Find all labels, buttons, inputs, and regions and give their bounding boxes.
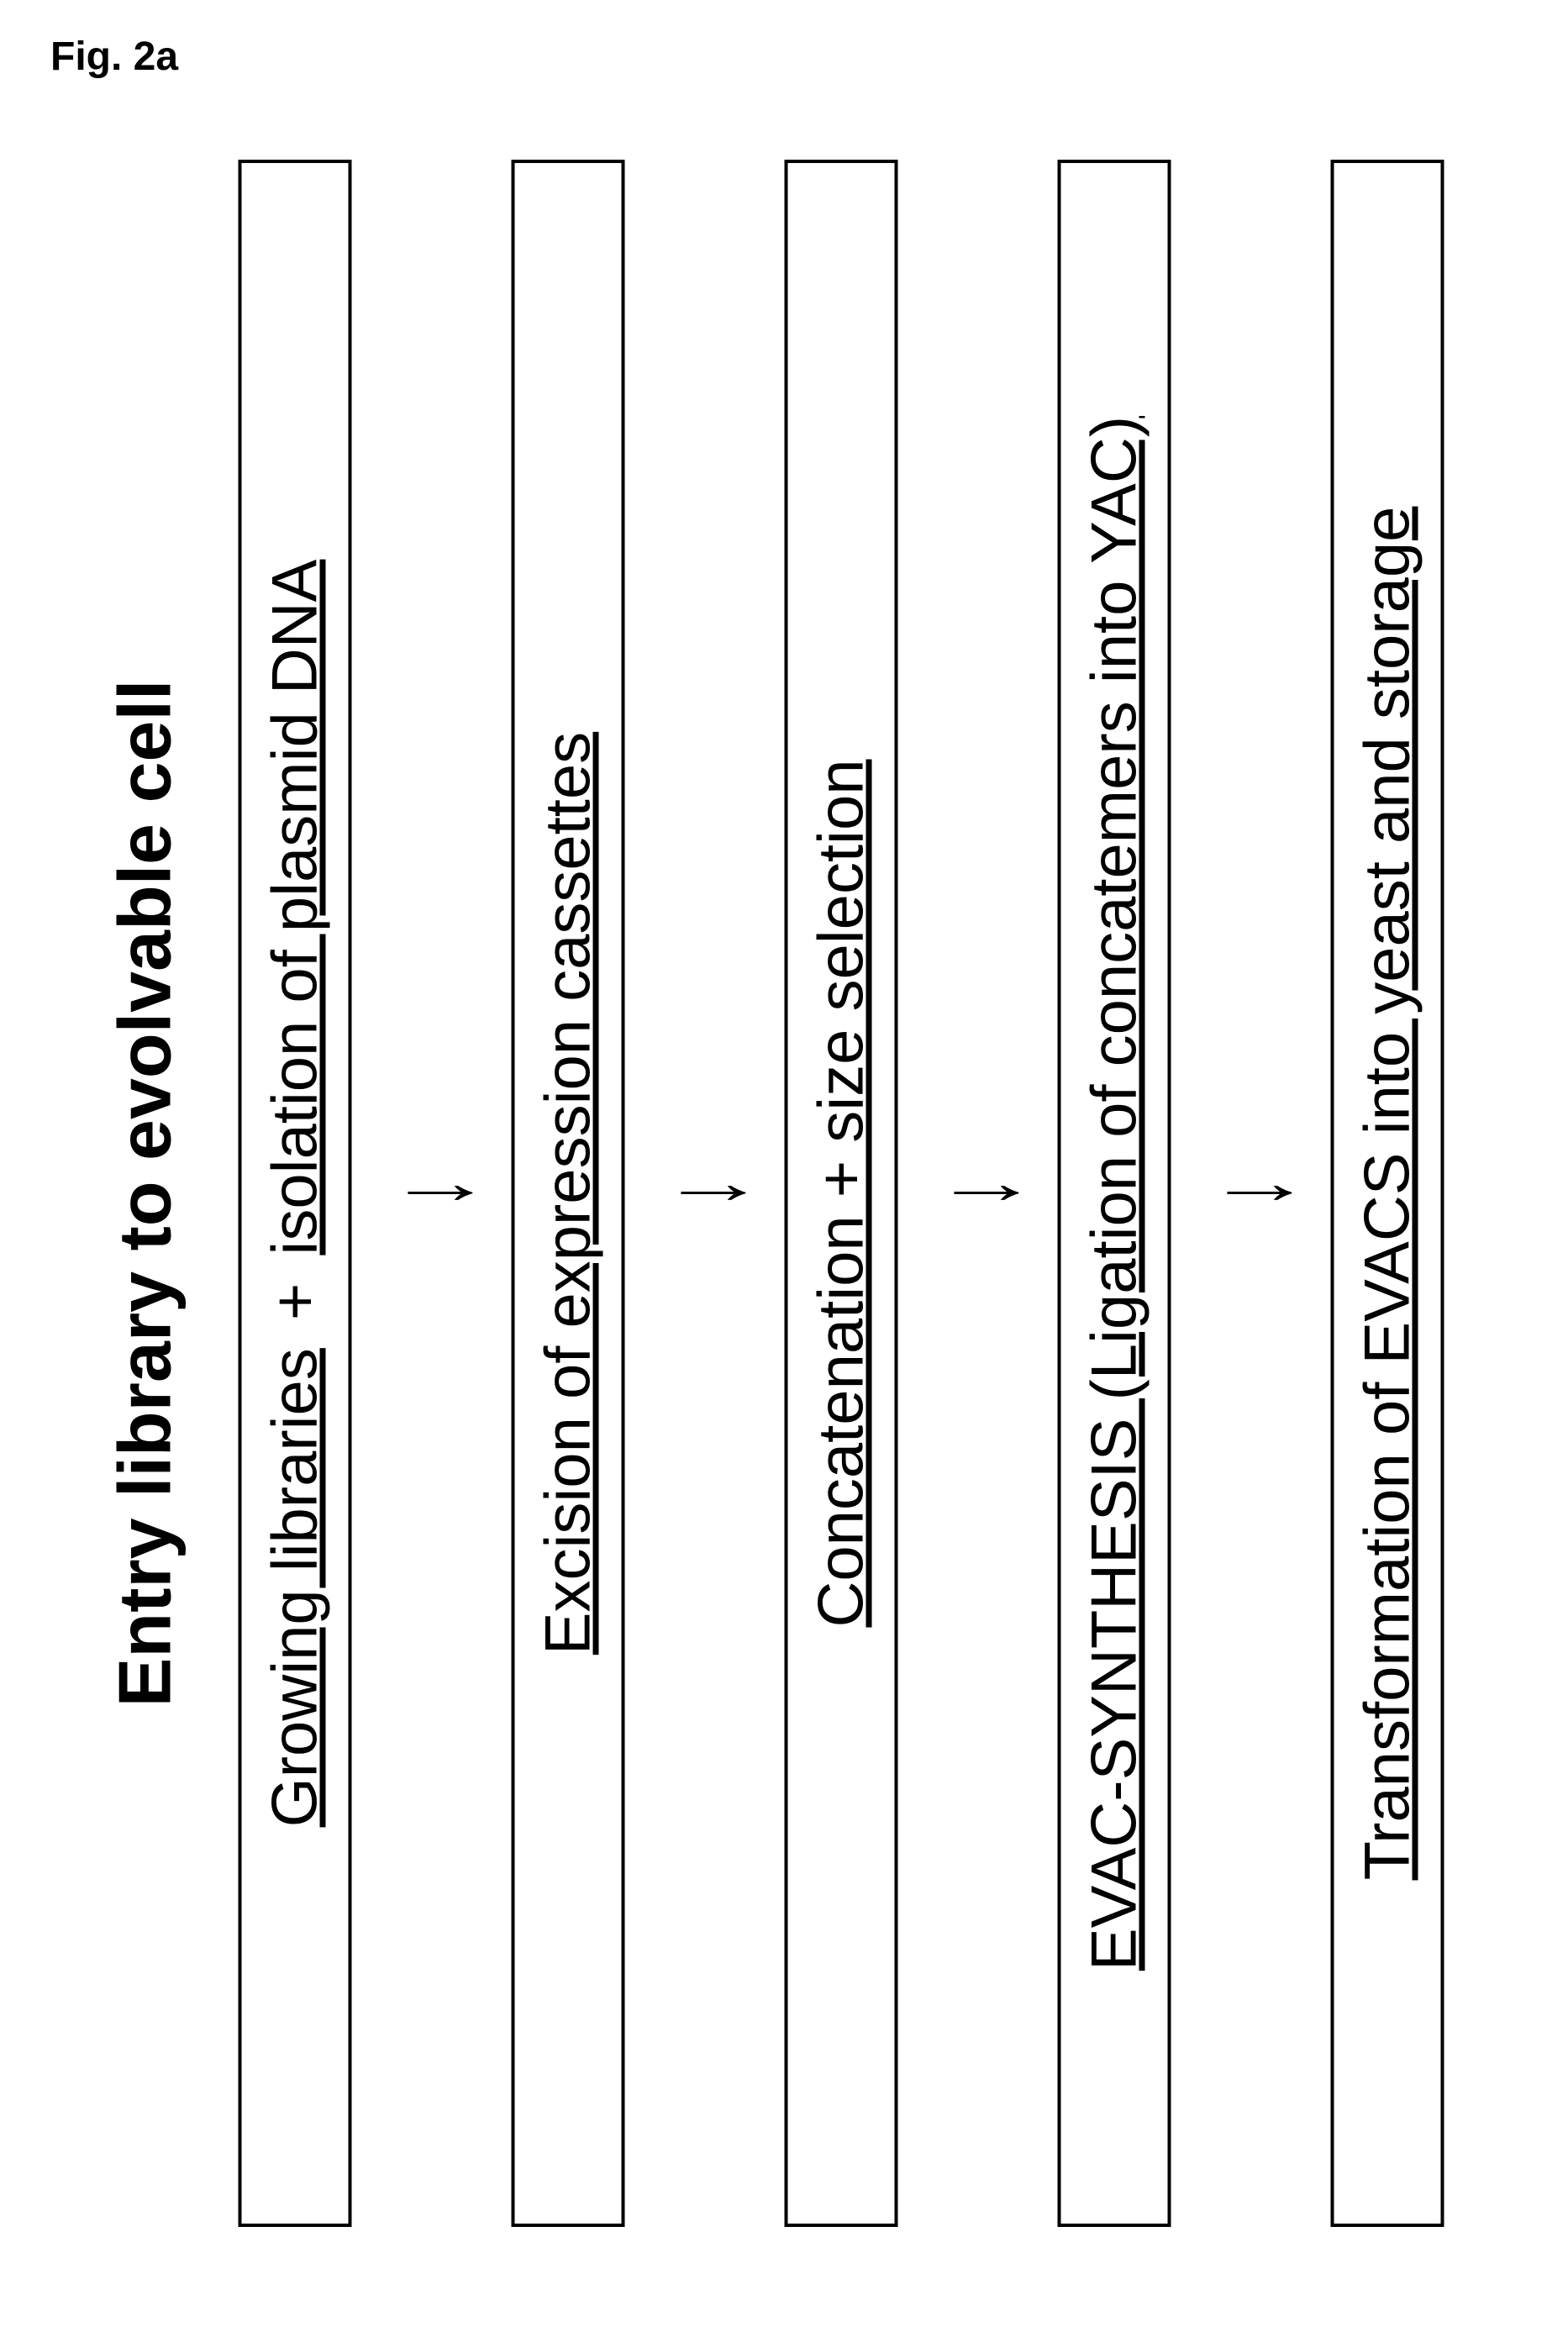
step-text: Concatenation + size selection [805, 760, 878, 1628]
flowchart-step-1: Growing libraries + isolation of plasmid… [239, 160, 352, 2227]
flowchart-arrow: ↓ [650, 1178, 760, 1208]
step-segment: EVAC-SYNTHESIS (Ligation of concatemers … [1079, 416, 1150, 1971]
step-segment: Growing libraries [260, 1348, 331, 1827]
step-text: Excision of expression cassettes [532, 732, 605, 1655]
flowchart-arrow: ↓ [1197, 1178, 1306, 1208]
step-text: EVAC-SYNTHESIS (Ligation of concatemers … [1078, 416, 1151, 1971]
flowchart-arrow: ↓ [377, 1178, 487, 1208]
flowchart-step-2: Excision of expression cassettes [512, 160, 625, 2227]
steps-container: Growing libraries + isolation of plasmid… [239, 160, 1444, 2227]
step-segment: + [260, 1266, 331, 1339]
step-segment: Transformation of EVACS into yeast and s… [1352, 507, 1423, 1881]
flowchart-title: Entry library to evolvable cell [103, 680, 188, 1708]
step-segment: isolation of plasmid DNA [260, 560, 331, 1255]
flowchart-container: Entry library to evolvable cell Growing … [103, 101, 1444, 2286]
flowchart-step-4: EVAC-SYNTHESIS (Ligation of concatemers … [1058, 160, 1171, 2227]
flowchart-step-3: Concatenation + size selection [785, 160, 898, 2227]
step-segment: Concatenation + size selection [806, 760, 877, 1628]
step-text: Transformation of EVACS into yeast and s… [1351, 507, 1424, 1881]
flowchart-step-5: Transformation of EVACS into yeast and s… [1331, 160, 1444, 2227]
step-text: Growing libraries + isolation of plasmid… [259, 560, 332, 1828]
step-segment: Excision of expression cassettes [533, 732, 604, 1655]
flowchart-arrow: ↓ [923, 1178, 1033, 1208]
figure-label: Fig. 2a [50, 34, 178, 80]
